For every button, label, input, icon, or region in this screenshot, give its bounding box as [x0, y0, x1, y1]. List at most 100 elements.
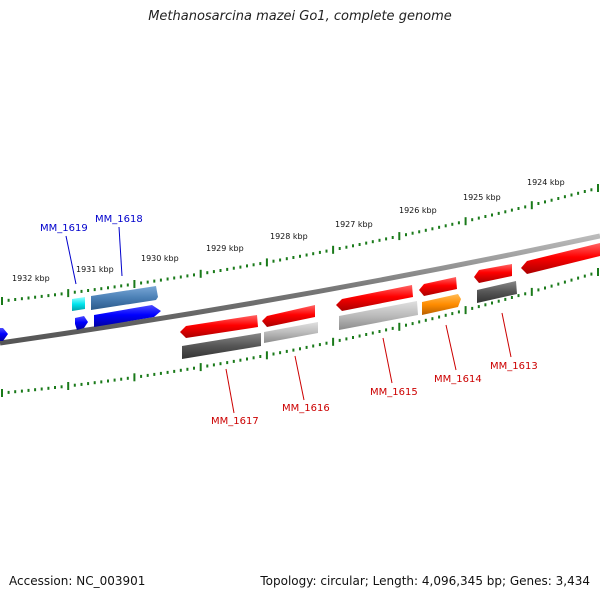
major-tick	[398, 232, 401, 241]
gene-label-mm1619[interactable]: MM_1619	[40, 223, 88, 234]
minor-tick	[305, 253, 308, 257]
minor-tick	[113, 285, 116, 289]
minor-tick	[477, 305, 480, 309]
minor-tick	[140, 281, 143, 285]
minor-tick	[246, 264, 248, 268]
minor-tick	[312, 252, 315, 256]
minor-tick	[544, 286, 546, 290]
gene-arrow-mm1614-upper[interactable]	[419, 277, 457, 296]
minor-tick	[87, 289, 90, 292]
genome-backbone	[0, 233, 600, 346]
minor-tick	[471, 218, 474, 222]
gene-labels: MM_1619 MM_1618 MM_1617 MM_1616 MM_1615 …	[40, 214, 538, 427]
label-leaders	[65, 226, 512, 414]
gene-arrow-mm1618-upper[interactable]	[91, 286, 158, 310]
minor-tick	[471, 306, 474, 310]
gene-arrow-mm1618-lower[interactable]	[94, 305, 161, 327]
minor-tick	[497, 211, 500, 215]
scale-label: 1931 kbp	[76, 265, 114, 274]
minor-tick	[285, 349, 288, 353]
major-tick	[133, 280, 136, 288]
minor-tick	[193, 366, 195, 370]
minor-tick	[550, 284, 553, 288]
minor-tick	[325, 341, 328, 345]
major-tick	[1, 297, 3, 305]
minor-tick	[358, 334, 361, 338]
minor-tick	[391, 236, 394, 239]
scale-label: 1932 kbp	[12, 274, 50, 283]
minor-tick	[179, 368, 182, 372]
minor-tick	[570, 193, 573, 197]
minor-tick	[338, 338, 341, 342]
gene-arrow-mm1613-upper[interactable]	[474, 264, 512, 283]
minor-tick	[259, 262, 262, 266]
major-tick	[398, 322, 401, 331]
gene-label-mm1614[interactable]: MM_1614	[434, 374, 482, 385]
scale-label: 1926 kbp	[399, 206, 437, 215]
gene-arrow-right[interactable]	[521, 243, 600, 274]
minor-tick	[113, 378, 116, 382]
gene-arrow-mm1619-upper[interactable]	[72, 297, 85, 311]
minor-tick	[186, 274, 189, 278]
minor-tick	[54, 386, 56, 389]
minor-tick	[47, 386, 50, 390]
major-tick	[464, 217, 467, 226]
minor-tick	[100, 287, 103, 291]
minor-tick	[378, 330, 381, 333]
major-tick	[597, 268, 599, 276]
minor-tick	[212, 363, 215, 367]
minor-tick	[93, 381, 96, 385]
minor-tick	[431, 317, 434, 321]
minor-tick	[557, 282, 560, 286]
minor-tick	[577, 191, 580, 195]
minor-tick	[20, 389, 23, 393]
minor-tick	[20, 297, 23, 301]
gene-arrow-mm1615-lower[interactable]	[339, 301, 418, 330]
scale-label: 1924 kbp	[527, 178, 565, 187]
minor-tick	[279, 258, 282, 262]
minor-tick	[292, 348, 295, 352]
minor-tick	[438, 225, 441, 229]
gene-label-mm1615[interactable]: MM_1615	[370, 387, 418, 398]
minor-tick	[352, 336, 354, 339]
gene-arrow-mm1616-lower[interactable]	[264, 322, 318, 343]
minor-tick	[491, 213, 493, 217]
major-tick	[464, 306, 467, 315]
gene-label-mm1613[interactable]: MM_1613	[490, 361, 538, 372]
minor-tick	[40, 294, 43, 298]
major-tick	[530, 201, 533, 210]
minor-tick	[226, 267, 229, 271]
minor-tick	[583, 190, 586, 193]
gene-label-mm1617[interactable]: MM_1617	[211, 416, 259, 427]
minor-tick	[87, 382, 90, 386]
gene-label-mm1616[interactable]: MM_1616	[282, 403, 330, 414]
gene-arrow-mm1617-lower[interactable]	[182, 333, 261, 359]
major-tick	[597, 184, 599, 192]
minor-tick	[590, 272, 593, 276]
gene-arrow-mm1615-upper[interactable]	[336, 285, 413, 311]
minor-tick	[259, 355, 262, 358]
gene-arrow-partial[interactable]	[0, 328, 8, 341]
minor-tick	[7, 298, 10, 302]
gene-arrow-mm1616-upper[interactable]	[262, 305, 315, 327]
minor-tick	[166, 370, 169, 374]
gene-label-mm1618[interactable]: MM_1618	[95, 214, 143, 225]
minor-tick	[504, 297, 507, 301]
minor-tick	[365, 333, 368, 336]
scale-label: 1927 kbp	[335, 220, 373, 229]
minor-tick	[153, 279, 156, 283]
gene-arrow-mm1619-lower[interactable]	[75, 316, 88, 330]
minor-tick	[378, 238, 381, 242]
minor-tick	[27, 296, 30, 300]
minor-tick	[457, 310, 460, 314]
minor-tick	[550, 198, 553, 202]
minor-tick	[34, 388, 37, 392]
minor-tick	[385, 237, 388, 241]
minor-tick	[424, 228, 427, 232]
gene-arrow-mm1614-lower[interactable]	[422, 294, 461, 315]
gene-arrow-mm1617-upper[interactable]	[180, 315, 258, 338]
minor-tick	[305, 345, 308, 349]
gene-arrow-mm1613-lower[interactable]	[477, 281, 517, 303]
minor-tick	[563, 195, 566, 199]
